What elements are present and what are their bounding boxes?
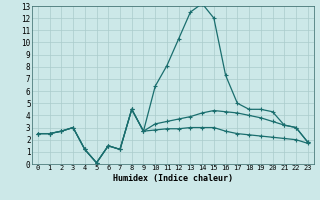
X-axis label: Humidex (Indice chaleur): Humidex (Indice chaleur) — [113, 174, 233, 183]
